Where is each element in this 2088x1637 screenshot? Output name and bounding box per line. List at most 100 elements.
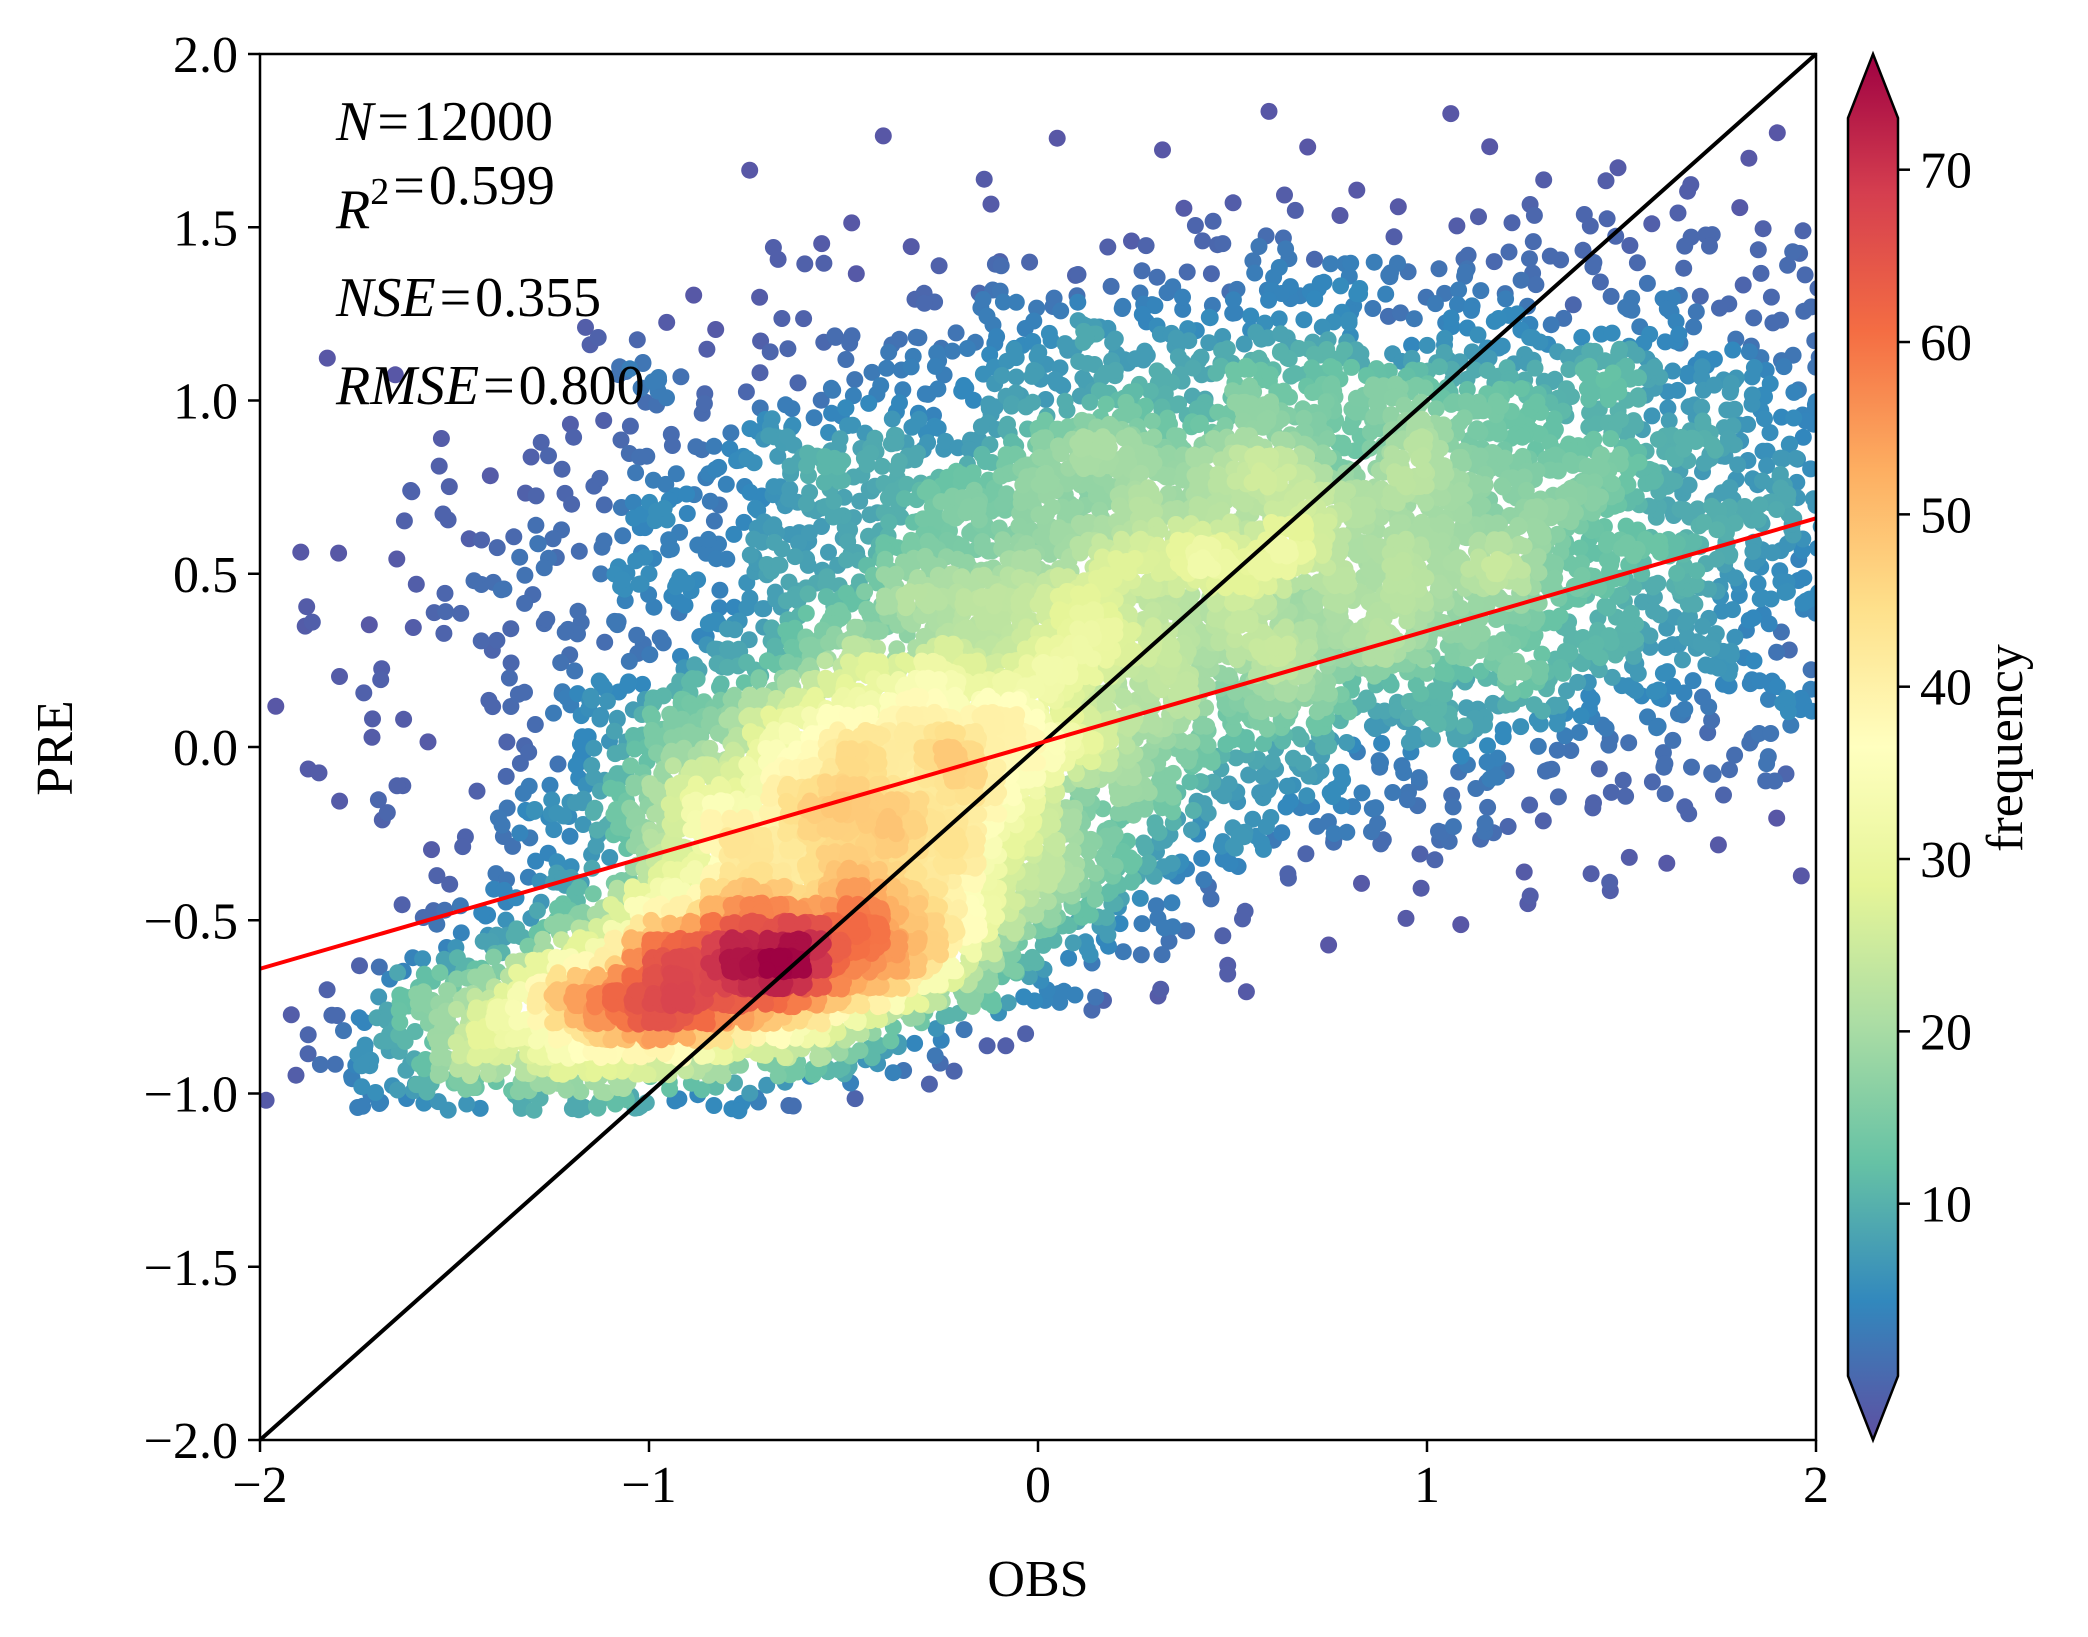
- scatter-point: [1362, 534, 1380, 552]
- scatter-point: [741, 420, 759, 438]
- scatter-point: [663, 709, 680, 727]
- scatter-point: [1321, 685, 1338, 703]
- scatter-point: [701, 739, 719, 757]
- scatter-point: [1456, 666, 1474, 684]
- scatter-point: [567, 757, 585, 774]
- scatter-point: [355, 684, 373, 702]
- scatter-point: [391, 1013, 409, 1031]
- scatter-point: [1150, 824, 1168, 841]
- scatter-point: [1056, 335, 1074, 353]
- scatter-point: [1708, 521, 1726, 539]
- scatter-point: [1785, 383, 1803, 401]
- scatter-point: [602, 779, 620, 797]
- scatter-point: [803, 447, 821, 465]
- scatter-point: [1548, 715, 1566, 733]
- scatter-point: [1133, 305, 1151, 323]
- scatter-point: [1217, 735, 1235, 753]
- scatter-point: [1560, 361, 1578, 378]
- scatter-point: [1372, 754, 1389, 771]
- scatter-point: [1546, 370, 1564, 388]
- scatter-point: [1244, 810, 1262, 828]
- scatter-point: [1195, 447, 1213, 465]
- scatter-point: [1764, 314, 1782, 332]
- scatter-point: [592, 565, 610, 583]
- scatter-point: [441, 875, 459, 893]
- scatter-point: [1163, 894, 1181, 912]
- scatter-point: [1412, 413, 1430, 431]
- scatter-point: [497, 767, 515, 785]
- scatter-point: [1659, 383, 1677, 401]
- scatter-point: [1687, 303, 1705, 321]
- scatter-point: [526, 716, 544, 733]
- scatter-point: [1715, 786, 1732, 804]
- scatter-point: [1452, 916, 1470, 934]
- scatter-point: [705, 437, 723, 455]
- scatter-point: [1549, 788, 1567, 806]
- scatter-point: [1671, 500, 1689, 518]
- scatter-point: [627, 552, 645, 570]
- scatter-point: [460, 530, 478, 548]
- scatter-point: [520, 743, 538, 761]
- scatter-point: [1701, 237, 1718, 255]
- scatter-point: [1739, 415, 1757, 433]
- scatter-point: [760, 427, 778, 445]
- scatter-point: [598, 692, 616, 710]
- scatter-point: [1598, 210, 1616, 228]
- scatter-point: [1254, 767, 1272, 785]
- scatter-point: [582, 687, 600, 705]
- scatter-point: [1530, 663, 1548, 680]
- scatter-point: [619, 676, 637, 694]
- scatter-point: [1442, 105, 1460, 123]
- scatter-point: [658, 389, 675, 407]
- scatter-point: [1751, 590, 1769, 608]
- scatter-point: [545, 821, 563, 839]
- scatter-point: [1430, 822, 1447, 840]
- scatter-point: [1749, 241, 1767, 259]
- scatter-point: [1817, 311, 1834, 328]
- scatter-point: [676, 596, 694, 614]
- scatter-point: [299, 1026, 317, 1044]
- scatter-point: [1720, 677, 1738, 695]
- scatter-point: [920, 1075, 938, 1093]
- scatter-point: [1360, 561, 1378, 579]
- scatter-point: [929, 419, 947, 437]
- scatter-point: [1132, 946, 1150, 964]
- scatter-point: [926, 357, 944, 375]
- scatter-point: [1795, 569, 1813, 587]
- scatter-point: [1282, 367, 1300, 385]
- scatter-point: [532, 433, 550, 451]
- scatter-point: [1124, 769, 1142, 787]
- scatter-point: [779, 340, 797, 358]
- scatter-point: [1154, 141, 1171, 159]
- scatter-point: [919, 434, 937, 452]
- scatter-point: [303, 613, 321, 631]
- scatter-point: [1581, 643, 1599, 661]
- scatter-point: [1749, 511, 1767, 529]
- scatter-point: [1784, 346, 1802, 364]
- scatter-point: [1550, 504, 1568, 522]
- scatter-point: [430, 457, 448, 475]
- scatter-point: [1683, 758, 1700, 776]
- scatter-point: [894, 381, 912, 399]
- scatter-point: [654, 634, 672, 652]
- scatter-point: [1581, 217, 1599, 235]
- scatter-point: [1289, 726, 1307, 744]
- scatter-point: [750, 669, 768, 687]
- scatter-point: [389, 1081, 407, 1099]
- scatter-point: [751, 364, 769, 382]
- scatter-point: [880, 343, 898, 361]
- scatter-point: [1721, 761, 1738, 779]
- scatter-point: [834, 471, 852, 489]
- scatter-point: [902, 238, 920, 256]
- scatter-point: [741, 161, 759, 179]
- scatter-point: [1528, 498, 1546, 516]
- scatter-point: [1760, 615, 1778, 633]
- scatter-point: [1676, 798, 1694, 816]
- scatter-point: [1078, 329, 1095, 347]
- scatter-point: [1602, 634, 1620, 651]
- scatter-point: [1695, 514, 1713, 531]
- scatter-point: [725, 598, 743, 616]
- scatter-point: [1476, 814, 1494, 832]
- scatter-point: [1178, 263, 1196, 281]
- scatter-point: [1214, 927, 1232, 945]
